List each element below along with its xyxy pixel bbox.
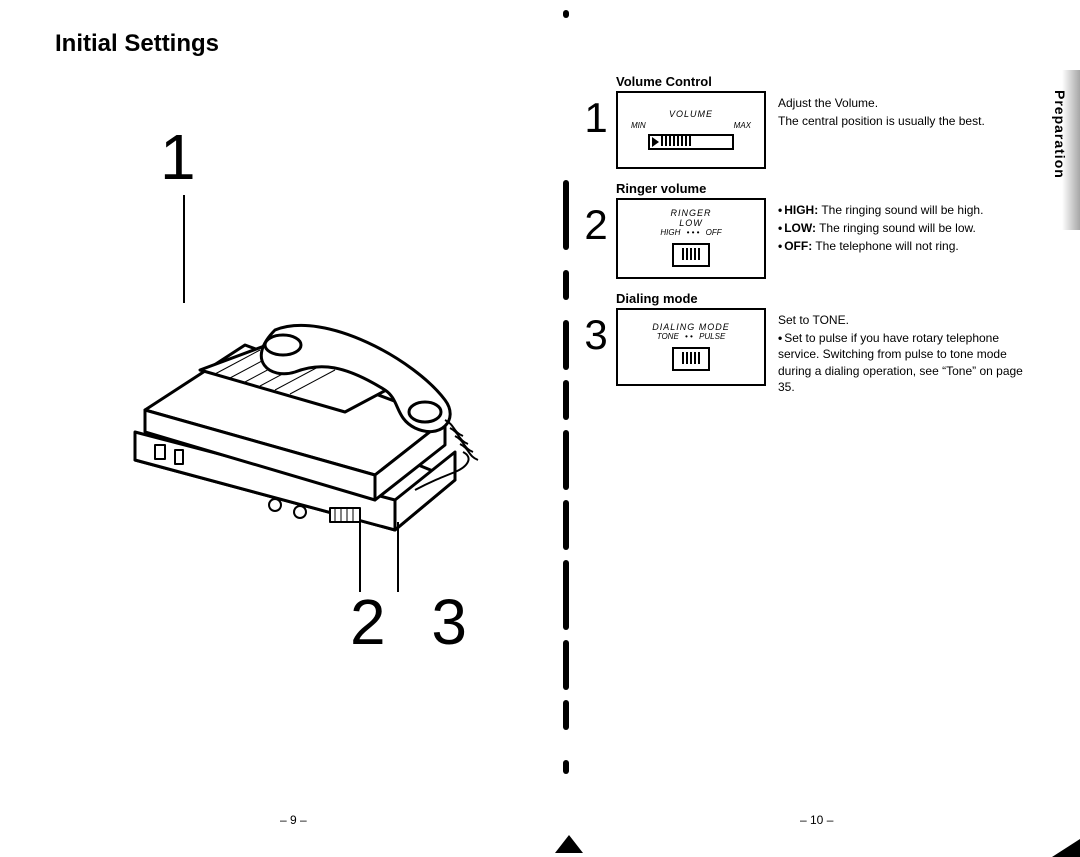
step2-desc: HIGH: The ringing sound will be high. LO… <box>778 198 1042 257</box>
step-3: 3 DIALING MODE TONE • • PULSE Set to TON… <box>582 308 1042 397</box>
step1-desc: Adjust the Volume. The central position … <box>778 91 1042 131</box>
dial-tone: TONE <box>657 332 679 341</box>
section-tab: Preparation <box>1052 90 1068 179</box>
ringer-off: OFF <box>706 228 722 237</box>
left-page: 1 <box>55 80 535 780</box>
step2-b2: LOW: The ringing sound will be low. <box>778 220 1042 236</box>
step1-title: Volume Control <box>616 74 1042 89</box>
step3-bullet: Set to pulse if you have rotary telephon… <box>778 330 1042 395</box>
leader-line-3 <box>397 522 399 592</box>
dial-label: DIALING MODE <box>652 322 730 332</box>
step-2: 2 RINGER LOW HIGH • • • OFF HIGH: The ri… <box>582 198 1042 279</box>
step2-number: 2 <box>582 198 610 246</box>
step3-desc: Set to TONE. Set to pulse if you have ro… <box>778 308 1042 397</box>
step1-line2: The central position is usually the best… <box>778 113 1042 129</box>
page-number-right: – 10 – <box>800 813 833 827</box>
step-1: 1 VOLUME MIN MAX Adjust the Volume. The … <box>582 91 1042 169</box>
volume-max: MAX <box>734 121 751 130</box>
step3-line1: Set to TONE. <box>778 312 1042 328</box>
volume-label: VOLUME <box>669 109 713 119</box>
step2-b3: OFF: The telephone will not ring. <box>778 238 1042 254</box>
ringer-dots: • • • <box>684 228 701 237</box>
volume-min: MIN <box>631 121 646 130</box>
callout-23: 2 3 <box>350 585 481 659</box>
ringer-panel: RINGER LOW HIGH • • • OFF <box>616 198 766 279</box>
step3-title: Dialing mode <box>616 291 1042 306</box>
book-spine <box>556 0 576 820</box>
callout-1: 1 <box>160 120 196 194</box>
leader-line-2 <box>359 512 361 592</box>
dial-switch <box>672 347 710 371</box>
ringer-high: HIGH <box>660 228 680 237</box>
page-title: Initial Settings <box>55 30 219 58</box>
ringer-mid: LOW <box>679 218 703 228</box>
step1-line1: Adjust the Volume. <box>778 95 1042 111</box>
device-illustration <box>95 250 495 550</box>
dial-dots: • • <box>683 332 695 341</box>
ringer-switch <box>672 243 710 267</box>
volume-slider <box>648 134 734 150</box>
bottom-spine-mark <box>555 835 583 853</box>
page-number-left: – 9 – <box>280 813 307 827</box>
step2-b1: HIGH: The ringing sound will be high. <box>778 202 1042 218</box>
dial-panel: DIALING MODE TONE • • PULSE <box>616 308 766 386</box>
dial-pulse: PULSE <box>699 332 725 341</box>
step1-number: 1 <box>582 91 610 139</box>
step2-title: Ringer volume <box>616 181 1042 196</box>
step3-number: 3 <box>582 308 610 356</box>
right-page: Volume Control 1 VOLUME MIN MAX Adjust t… <box>582 72 1042 409</box>
volume-panel: VOLUME MIN MAX <box>616 91 766 169</box>
ringer-label: RINGER <box>670 208 711 218</box>
page-corner <box>1052 839 1080 857</box>
